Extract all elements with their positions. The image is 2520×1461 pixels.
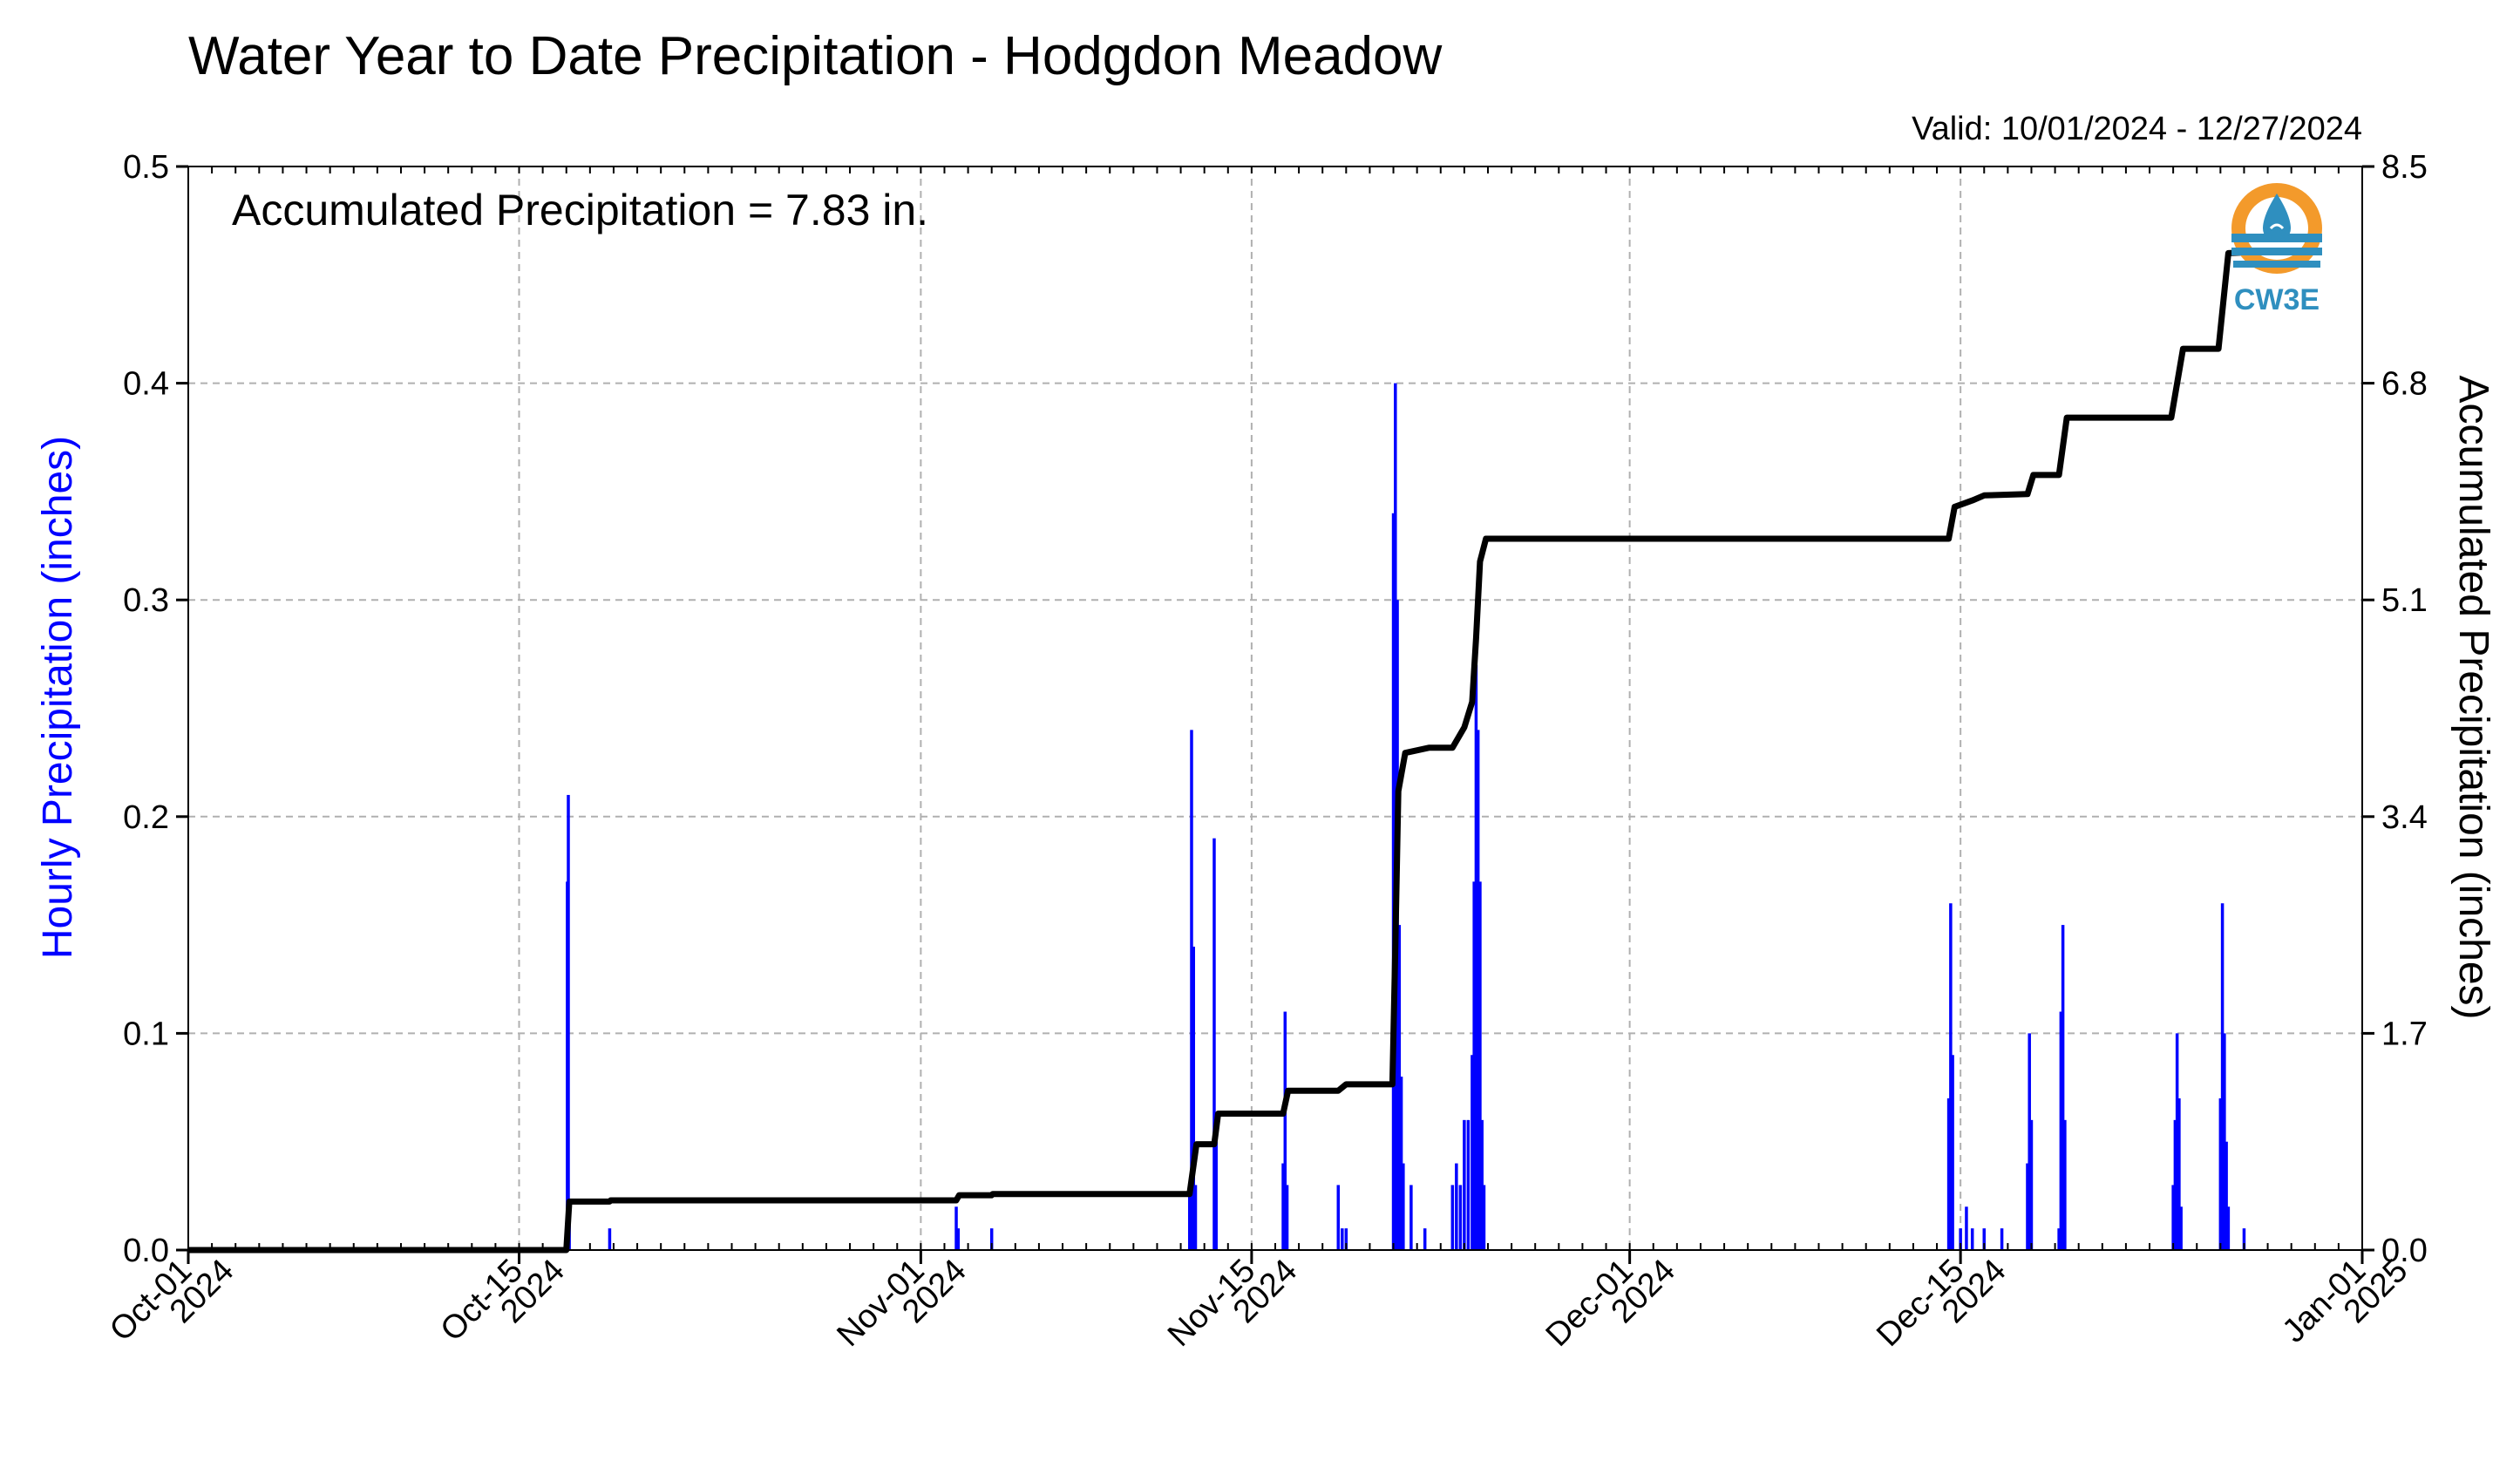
logo-text: CW3E [2234, 283, 2320, 316]
hourly-bar [2173, 1119, 2177, 1250]
hourly-bar [2059, 1011, 2063, 1250]
hourly-bar [1409, 1185, 1413, 1250]
hourly-bar [567, 794, 570, 1250]
y-right-tick-label: 5.1 [2381, 582, 2428, 619]
y-right-tick-label: 1.7 [2381, 1016, 2428, 1052]
hourly-bar [1399, 1077, 1403, 1250]
hourly-bar [1458, 1185, 1463, 1250]
hourly-bar [1450, 1185, 1455, 1250]
y-left-tick-label: 0.4 [123, 366, 169, 403]
hourly-bar [1391, 513, 1396, 1250]
hourly-bar [1472, 881, 1476, 1250]
hourly-bar [1482, 1185, 1486, 1250]
hourly-bar [1970, 1228, 1974, 1250]
hourly-bar [2220, 903, 2225, 1250]
hourly-bar [1959, 1228, 1962, 1250]
hourly-bar [1471, 1055, 1474, 1250]
hourly-bar [2063, 1119, 2067, 1250]
hourly-bar [2029, 1119, 2034, 1250]
hourly-bar [1193, 1185, 1198, 1250]
hourly-bar [2026, 1163, 2029, 1250]
hourly-bar [1463, 1119, 1466, 1250]
y-right-tick-label: 3.4 [2381, 799, 2428, 836]
y-left-tick-label: 0.5 [123, 149, 169, 186]
hourly-bar [2061, 925, 2065, 1250]
hourly-bar [1476, 730, 1480, 1250]
hourly-bar [1187, 1185, 1192, 1250]
hourly-bar [2223, 1033, 2226, 1250]
hourly-bar [1190, 730, 1193, 1250]
hourly-bar [1285, 1185, 1289, 1250]
y-left-tick-label: 0.1 [123, 1016, 169, 1052]
hourly-bar [2057, 1228, 2061, 1250]
hourly-bar [2171, 1185, 2175, 1250]
hourly-bar [2225, 1141, 2228, 1250]
right-y-axis-ticks: 0.0 1.7 3.4 5.1 6.8 8.5 [2362, 149, 2428, 1269]
hourly-bar [1281, 1163, 1285, 1250]
water-drop-logo-icon [2231, 183, 2322, 274]
accumulated-line [188, 248, 2257, 1254]
y-right-tick-label: 6.8 [2381, 366, 2428, 403]
left-y-axis-label: Hourly Precipitation (inches) [35, 436, 81, 959]
hourly-bar [1214, 1141, 1218, 1250]
left-y-axis-ticks: 0.0 0.1 0.2 0.3 0.4 0.5 [123, 149, 188, 1269]
hourly-bar [2179, 1206, 2183, 1250]
hourly-bar [1283, 1011, 1287, 1250]
plot-frame [187, 166, 2363, 1251]
hourly-bar [1478, 881, 1482, 1250]
hourly-bar [2218, 1097, 2223, 1250]
hourly-bar [1480, 1119, 1484, 1250]
hourly-bar [1474, 664, 1478, 1250]
hourly-bar [1965, 1206, 1968, 1250]
hourly-bar [1423, 1228, 1427, 1250]
y-right-tick-label: 0.0 [2381, 1233, 2428, 1269]
hourly-bars [566, 383, 2246, 1251]
hourly-bar [1949, 903, 1953, 1250]
hourly-bar [1402, 1163, 1405, 1250]
hourly-bar [1982, 1228, 1987, 1250]
y-left-tick-label: 0.3 [123, 582, 169, 619]
hourly-bar [2028, 1033, 2031, 1250]
hourly-bar [1951, 1055, 1954, 1250]
hourly-bar [1212, 838, 1216, 1250]
hourly-bar [1341, 1228, 1344, 1250]
hourly-bar [2177, 1097, 2181, 1250]
hourly-bar [956, 1228, 961, 1250]
hourly-bar [1466, 1119, 1471, 1250]
hourly-bar [1344, 1228, 1348, 1250]
hourly-bar [2226, 1206, 2231, 1250]
hourly-bar [2000, 1228, 2004, 1250]
hourly-bar [1336, 1185, 1341, 1250]
hourly-bar [954, 1206, 958, 1250]
grid-lines [188, 166, 2362, 1250]
valid-date-range: Valid: 10/01/2024 - 12/27/2024 [1912, 111, 2362, 147]
hourly-bar [2175, 1033, 2179, 1250]
hourly-bar [989, 1228, 994, 1250]
y-left-tick-label: 0.2 [123, 799, 169, 836]
y-left-tick-label: 0.0 [123, 1233, 169, 1269]
y-right-tick-label: 8.5 [2381, 149, 2428, 186]
cw3e-logo: CW3E [2231, 183, 2322, 316]
hourly-bar [2242, 1228, 2246, 1250]
hourly-bar [1397, 925, 1402, 1250]
accumulated-annotation: Accumulated Precipitation = 7.83 in. [232, 186, 928, 234]
right-y-axis-label: Accumulated Precipitation (inches) [2450, 375, 2496, 1019]
hourly-bar [1192, 946, 1195, 1250]
hourly-bar [608, 1228, 612, 1250]
chart-title: Water Year to Date Precipitation - Hodgd… [188, 26, 1443, 86]
hourly-bar [1946, 1097, 1951, 1250]
hourly-bar [1455, 1163, 1458, 1250]
